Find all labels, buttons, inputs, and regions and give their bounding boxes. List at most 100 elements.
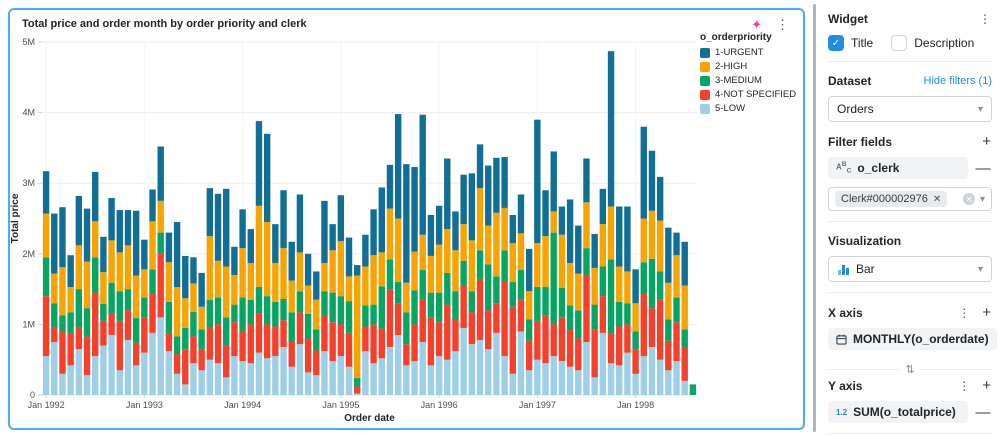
bar-segment[interactable] — [460, 174, 467, 225]
bar-segment[interactable] — [624, 206, 631, 272]
bar-segment[interactable] — [476, 250, 484, 280]
widget-menu-kebab-icon[interactable]: ⋮ — [979, 12, 991, 26]
chart-card[interactable]: Total price and order month by order pri… — [8, 8, 805, 430]
bar-segment[interactable] — [460, 260, 467, 286]
bar-segment[interactable] — [665, 282, 672, 320]
bar-segment[interactable] — [632, 269, 639, 304]
bar-segment[interactable] — [83, 208, 91, 262]
bar-segment[interactable] — [624, 271, 631, 304]
bar-segment[interactable] — [616, 266, 623, 302]
bar-segment[interactable] — [468, 240, 476, 292]
bar-segment[interactable] — [92, 221, 99, 258]
bar-segment[interactable] — [542, 286, 549, 316]
bar-segment[interactable] — [132, 275, 140, 319]
bar-segment[interactable] — [607, 333, 615, 364]
bar-segment[interactable] — [599, 332, 607, 395]
bar-segment[interactable] — [403, 344, 410, 366]
bar-segment[interactable] — [640, 356, 647, 395]
bar-segment[interactable] — [394, 303, 402, 335]
bar-segment[interactable] — [51, 273, 58, 304]
bar-segment[interactable] — [296, 312, 304, 345]
bar-segment[interactable] — [534, 119, 541, 244]
legend-item-5-low[interactable]: 5-LOW — [700, 103, 804, 114]
bar-segment[interactable] — [149, 294, 156, 333]
bar-segment[interactable] — [165, 301, 173, 334]
bar-segment[interactable] — [75, 195, 83, 246]
bar-segment[interactable] — [599, 188, 607, 225]
bar-segment[interactable] — [607, 259, 615, 334]
bar-segment[interactable] — [198, 272, 205, 307]
bar-segment[interactable] — [681, 380, 688, 395]
bar-segment[interactable] — [648, 210, 656, 259]
bar-segment[interactable] — [624, 324, 631, 353]
bar-segment[interactable] — [632, 331, 639, 350]
bar-segment[interactable] — [632, 349, 639, 374]
bar-segment[interactable] — [673, 232, 680, 256]
bar-segment[interactable] — [435, 356, 443, 395]
bar-segment[interactable] — [132, 365, 140, 395]
bar-segment[interactable] — [51, 342, 58, 395]
bar-segment[interactable] — [452, 291, 459, 320]
bar-segment[interactable] — [427, 317, 435, 366]
bar-segment[interactable] — [394, 282, 402, 304]
bar-segment[interactable] — [386, 289, 394, 347]
bar-segment[interactable] — [223, 345, 230, 378]
bar-segment[interactable] — [92, 257, 99, 293]
bar-segment[interactable] — [173, 373, 181, 395]
bar-segment[interactable] — [394, 334, 402, 395]
bar-segment[interactable] — [378, 252, 385, 287]
bar-segment[interactable] — [190, 257, 197, 284]
bar-segment[interactable] — [141, 297, 148, 318]
bar-segment[interactable] — [648, 308, 656, 347]
bar-segment[interactable] — [214, 193, 222, 261]
bar-segment[interactable] — [190, 283, 197, 312]
bar-segment[interactable] — [575, 370, 582, 395]
bar-segment[interactable] — [157, 232, 164, 254]
y-axis-field[interactable]: 1.2 SUM(o_totalprice) — [828, 401, 968, 423]
bar-segment[interactable] — [141, 239, 148, 270]
bar-segment[interactable] — [550, 324, 557, 357]
bar-segment[interactable] — [173, 354, 181, 374]
bar-segment[interactable] — [550, 356, 557, 395]
bar-segment[interactable] — [182, 255, 189, 299]
bar-segment[interactable] — [100, 345, 107, 395]
bar-segment[interactable] — [149, 221, 156, 270]
bar-segment[interactable] — [370, 363, 377, 395]
bar-segment[interactable] — [263, 358, 271, 395]
bar-segment[interactable] — [247, 262, 254, 300]
bar-segment[interactable] — [419, 234, 426, 271]
bar-segment[interactable] — [214, 324, 222, 364]
bar-segment[interactable] — [607, 51, 615, 207]
bar-segment[interactable] — [75, 289, 83, 328]
bar-segment[interactable] — [239, 331, 246, 362]
bar-segment[interactable] — [51, 213, 58, 274]
bar-segment[interactable] — [288, 241, 295, 281]
bar-segment[interactable] — [444, 272, 451, 305]
bar-segment[interactable] — [378, 187, 385, 253]
bar-segment[interactable] — [329, 292, 336, 323]
bar-segment[interactable] — [501, 356, 508, 395]
bar-segment[interactable] — [108, 198, 115, 241]
bar-segment[interactable] — [517, 331, 525, 395]
bar-segment[interactable] — [591, 377, 598, 395]
bar-segment[interactable] — [493, 332, 500, 395]
bar-segment[interactable] — [509, 306, 516, 374]
bar-segment[interactable] — [165, 333, 173, 352]
bar-segment[interactable] — [411, 290, 418, 325]
bar-segment[interactable] — [656, 359, 664, 395]
bar-segment[interactable] — [362, 326, 369, 352]
bar-segment[interactable] — [427, 255, 435, 293]
bar-segment[interactable] — [599, 266, 607, 297]
bar-segment[interactable] — [599, 224, 607, 267]
bar-segment[interactable] — [665, 319, 672, 341]
bar-segment[interactable] — [370, 209, 377, 256]
bar-segment[interactable] — [280, 298, 287, 321]
bar-segment[interactable] — [313, 271, 320, 300]
bar-segment[interactable] — [231, 246, 238, 275]
bar-segment[interactable] — [591, 234, 598, 268]
bar-segment[interactable] — [370, 304, 377, 325]
add-y-axis-field-button[interactable]: + — [982, 377, 991, 394]
bar-segment[interactable] — [665, 227, 672, 283]
bar-segment[interactable] — [67, 312, 74, 334]
bar-segment[interactable] — [124, 289, 132, 311]
